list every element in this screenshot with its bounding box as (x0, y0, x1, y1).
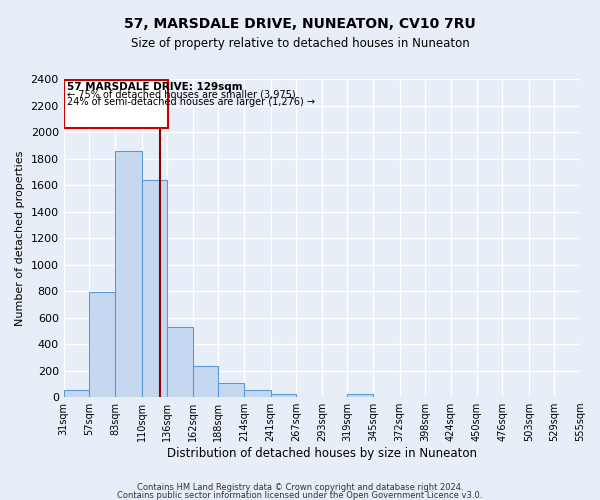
Bar (64, 80, 168, 128)
Bar (89, 292, 115, 397)
Text: 57 MARSDALE DRIVE: 129sqm: 57 MARSDALE DRIVE: 129sqm (67, 82, 242, 92)
Bar (142, 180, 167, 397)
Text: Size of property relative to detached houses in Nuneaton: Size of property relative to detached ho… (131, 38, 469, 51)
Text: Contains HM Land Registry data © Crown copyright and database right 2024.: Contains HM Land Registry data © Crown c… (137, 483, 463, 492)
Bar (218, 382, 244, 397)
Text: ← 75% of detached houses are smaller (3,975): ← 75% of detached houses are smaller (3,… (67, 90, 295, 100)
Y-axis label: Number of detached properties: Number of detached properties (15, 150, 25, 326)
Bar (167, 327, 193, 397)
Bar (193, 366, 218, 397)
X-axis label: Distribution of detached houses by size in Nuneaton: Distribution of detached houses by size … (167, 447, 477, 460)
Bar (244, 390, 271, 397)
Text: Contains public sector information licensed under the Open Government Licence v3: Contains public sector information licen… (118, 492, 482, 500)
Bar (64, 390, 89, 397)
Bar (271, 394, 296, 397)
Bar (115, 150, 142, 397)
Text: 24% of semi-detached houses are larger (1,276) →: 24% of semi-detached houses are larger (… (67, 97, 314, 107)
Text: 57, MARSDALE DRIVE, NUNEATON, CV10 7RU: 57, MARSDALE DRIVE, NUNEATON, CV10 7RU (124, 18, 476, 32)
Bar (347, 394, 373, 397)
